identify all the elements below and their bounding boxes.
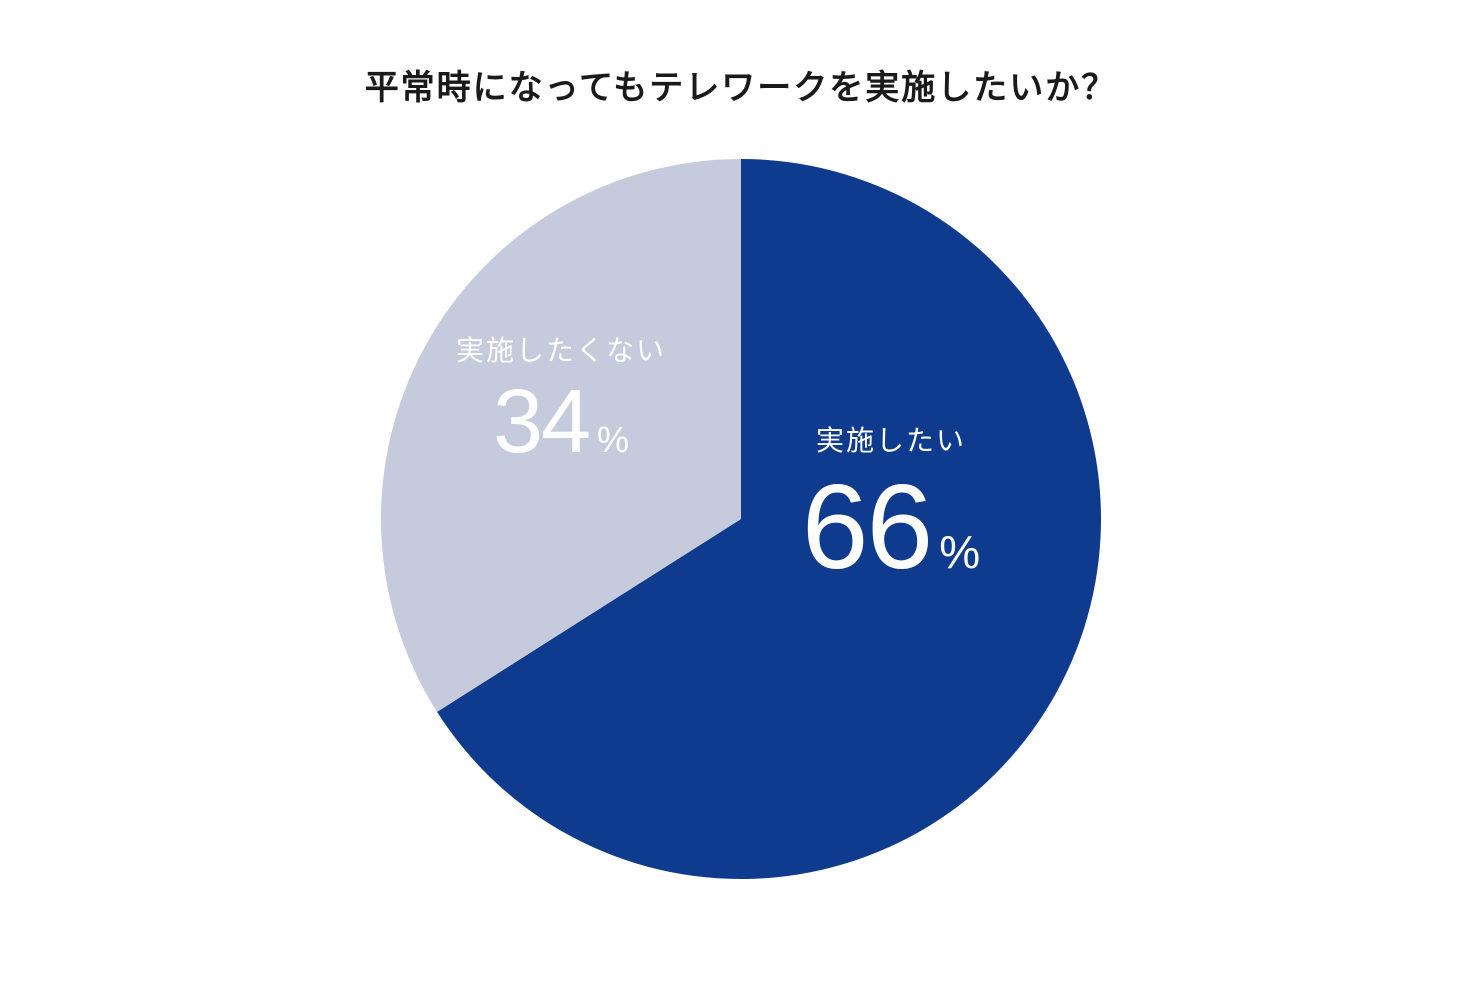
chart-title: 平常時になってもテレワークを実施したいか？ xyxy=(365,60,1118,109)
slice-value-row-no: 34 % xyxy=(431,377,691,467)
slice-value-row-yes: 66 % xyxy=(761,467,1021,587)
slice-value-no: 34 xyxy=(493,377,589,467)
slice-value-yes: 66 xyxy=(802,467,931,587)
slice-label-no: 実施したくない 34 % xyxy=(431,329,691,467)
slice-title-no: 実施したくない xyxy=(431,329,691,369)
percent-symbol-yes: % xyxy=(939,525,980,579)
pie-chart: 実施したい 66 % 実施したくない 34 % xyxy=(381,159,1101,879)
percent-symbol-no: % xyxy=(597,419,629,461)
slice-title-yes: 実施したい xyxy=(761,419,1021,459)
slice-label-yes: 実施したい 66 % xyxy=(761,419,1021,587)
